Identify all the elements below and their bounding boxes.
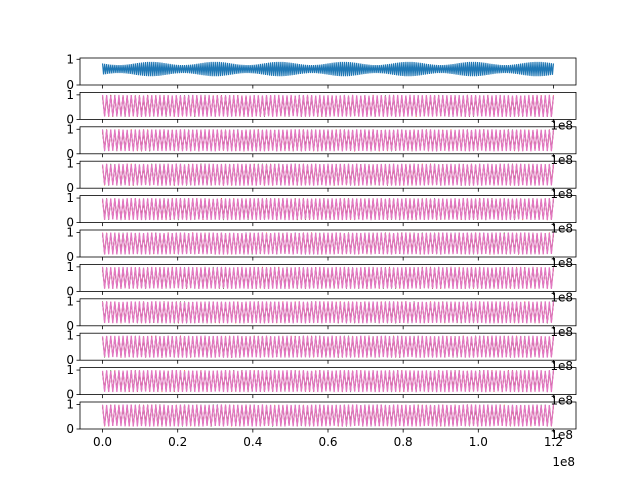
x-offset-label-hidden: 1e8 [550, 359, 573, 373]
x-offset-label-hidden: 1e8 [550, 118, 573, 132]
y-tick-label: 1 [66, 363, 74, 377]
y-tick-label: 1 [66, 294, 74, 308]
y-tick-label: 0 [66, 250, 74, 264]
x-axis: 0.0 0.2 0.4 0.6 0.8 1.0 1.2 [93, 435, 563, 449]
x-tick-label: 0.8 [394, 435, 413, 449]
y-tick-label: 0 [66, 422, 74, 436]
x-offset-label-hidden: 1e8 [550, 256, 573, 270]
subplot-1: 01 [66, 52, 577, 92]
y-tick-label: 0 [66, 388, 74, 402]
y-tick-label: 0 [66, 319, 74, 333]
y-tick-label: 0 [66, 216, 74, 230]
y-tick-label: 1 [66, 88, 74, 102]
series-line [101, 94, 555, 117]
subplot-3: 1e8 0 1 [66, 122, 577, 167]
y-tick-label: 0 [66, 147, 74, 161]
series-line [101, 301, 555, 324]
subplot-11: 1e8 0 1 [66, 397, 577, 442]
subplot-6: 1e8 0 1 [66, 225, 577, 270]
x-tick-label: 1.2 [544, 435, 563, 449]
series-line [101, 198, 555, 221]
series-line [101, 370, 555, 393]
y-tick-label: 1 [66, 260, 74, 274]
x-offset-label-hidden: 1e8 [550, 290, 573, 304]
series-line [101, 335, 555, 358]
x-offset-label-hidden: 1e8 [550, 187, 573, 201]
y-tick-label: 0 [66, 78, 74, 92]
series-line [101, 404, 555, 427]
y-tick-label: 1 [66, 157, 74, 171]
y-tick-label: 0 [66, 284, 74, 298]
y-tick-label: 0 [66, 353, 74, 367]
y-tick-label: 1 [66, 122, 74, 136]
y-tick-label: 0 [66, 112, 74, 126]
x-offset-label-hidden: 1e8 [550, 394, 573, 408]
series-line [101, 61, 555, 77]
y-tick-label: 1 [66, 329, 74, 343]
x-tick-label: 1.0 [469, 435, 488, 449]
subplot-8: 1e8 0 1 [66, 294, 577, 339]
x-offset-label-hidden: 1e8 [550, 153, 573, 167]
series-line [101, 163, 555, 186]
series-line [101, 232, 555, 255]
x-tick-label: 0.6 [318, 435, 337, 449]
x-tick-label: 0.2 [168, 435, 187, 449]
y-tick-label: 0 [66, 181, 74, 195]
x-offset-label-hidden: 1e8 [550, 325, 573, 339]
y-tick-label: 1 [66, 52, 74, 66]
x-offset-label-hidden: 1e8 [550, 222, 573, 236]
x-offset-label-hidden: 1e8 [550, 428, 573, 442]
subplot-panels: 011e8011e8011e8011e8011e8011e8011e8011e8… [66, 52, 577, 442]
y-tick-label: 1 [66, 225, 74, 239]
series-line [101, 129, 555, 152]
y-tick-label: 1 [66, 191, 74, 205]
series-line [101, 266, 555, 289]
x-tick-label: 0.4 [243, 435, 262, 449]
y-tick-label: 1 [66, 397, 74, 411]
x-tick-label: 0.0 [93, 435, 112, 449]
x-offset-label: 1e8 [552, 455, 575, 469]
